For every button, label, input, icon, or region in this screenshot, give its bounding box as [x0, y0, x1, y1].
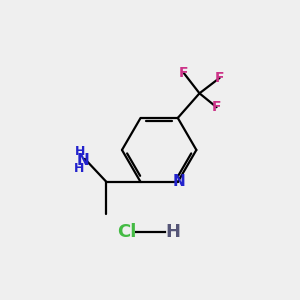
Text: F: F [212, 100, 221, 114]
Text: Cl: Cl [117, 223, 136, 241]
Text: F: F [215, 71, 224, 85]
Text: H: H [74, 162, 84, 176]
Text: F: F [179, 66, 189, 80]
Text: N: N [173, 175, 186, 190]
Text: N: N [77, 153, 90, 168]
Text: H: H [75, 145, 85, 158]
Text: H: H [166, 223, 181, 241]
